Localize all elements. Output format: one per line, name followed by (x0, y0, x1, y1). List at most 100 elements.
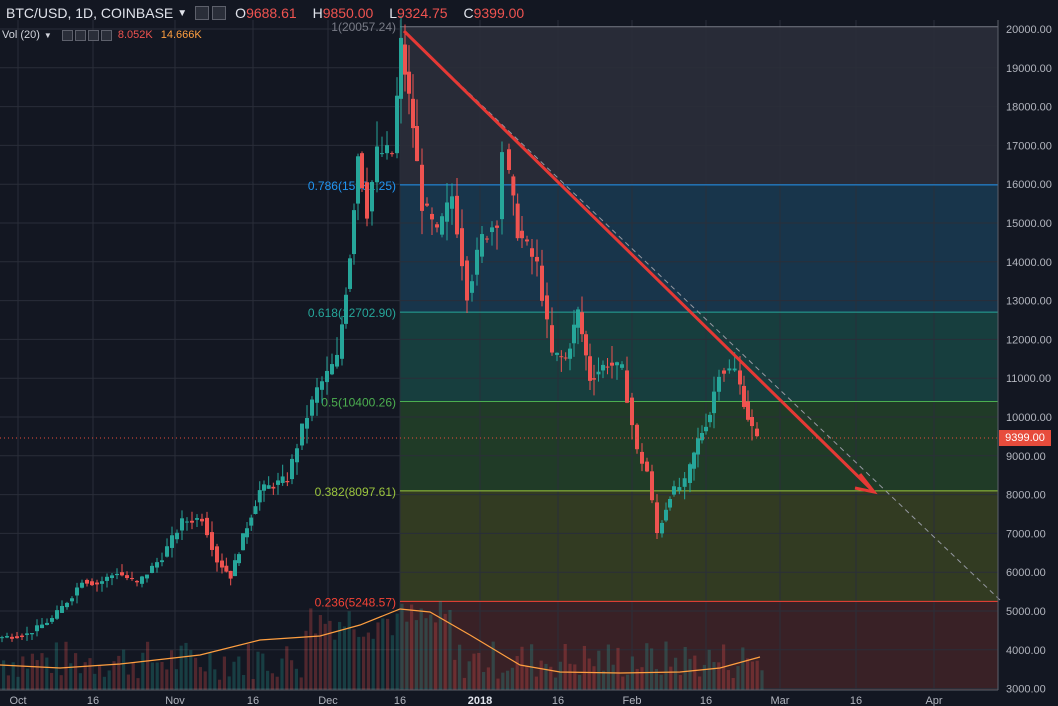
volume-gear-icon[interactable] (87, 29, 99, 41)
candle-body (640, 451, 644, 464)
volume-bar (496, 678, 500, 690)
open-label: O (235, 5, 247, 21)
fib-level-label: 0.786(15981.25) (308, 179, 396, 193)
volume-close-icon[interactable] (100, 29, 112, 41)
red-trend-arrow[interactable] (402, 29, 876, 494)
ohlc-readout: O9688.61 H9850.00 L9324.75 C9399.00 (235, 5, 536, 21)
candle-body (115, 573, 119, 576)
volume-bar (155, 662, 159, 690)
price-tick-label: 5000.00 (1006, 606, 1046, 618)
candle-body (75, 587, 79, 596)
volume-bar (371, 638, 375, 690)
volume-bar (438, 601, 442, 690)
candle-body (325, 370, 329, 383)
candle-body (605, 366, 610, 368)
volume-bar (414, 620, 418, 690)
price-tick-label: 9000.00 (1006, 451, 1046, 463)
volume-bar (472, 653, 476, 690)
price-tick-label: 18000.00 (1006, 102, 1052, 114)
volume-bar (352, 629, 356, 690)
candle-body (100, 581, 104, 584)
volume-bar (203, 671, 207, 690)
candle-body (660, 522, 664, 534)
candle-body (344, 294, 348, 324)
candle-body (30, 633, 34, 635)
hide-icon[interactable] (212, 6, 227, 20)
candle-body (490, 227, 494, 233)
settings-icon[interactable] (195, 6, 210, 20)
volume-bar (611, 664, 615, 690)
fib-zone (400, 26, 998, 185)
candle-body (110, 575, 114, 579)
volume-settings-icon[interactable] (74, 29, 86, 41)
candle-body (435, 224, 439, 228)
candle-body (746, 401, 750, 420)
volume-bar (501, 672, 505, 690)
time-tick-label: Feb (623, 695, 642, 706)
volume-bar (520, 646, 524, 690)
symbol-label[interactable]: BTC/USD, 1D, COINBASE (6, 5, 174, 21)
volume-bar (16, 676, 20, 690)
fib-level-label: 1(20057.24) (331, 20, 396, 34)
volume-bar (299, 677, 303, 690)
time-tick-label: 16 (87, 695, 99, 706)
candle-body (688, 464, 692, 483)
candle-body (555, 352, 559, 355)
volume-label[interactable]: Vol (20) (2, 29, 40, 41)
volume-bar (98, 665, 102, 690)
candle-body (668, 499, 672, 508)
candle-body (375, 146, 379, 183)
volume-bar (102, 676, 106, 690)
volume-bar (558, 661, 562, 690)
volume-bar (213, 669, 217, 690)
candle-body (5, 636, 9, 638)
volume-dropdown-icon[interactable]: ▼ (43, 30, 52, 40)
volume-bar (222, 656, 226, 690)
candle-body (200, 518, 204, 522)
dashed-trendline[interactable] (403, 30, 1001, 601)
volume-bar (491, 641, 495, 690)
volume-bar (650, 648, 654, 690)
price-tick-label: 20000.00 (1006, 24, 1052, 36)
candle-body (430, 213, 434, 220)
volume-bar (242, 674, 246, 690)
fib-level-label: 0.382(8097.61) (315, 485, 396, 499)
volume-bar (122, 649, 126, 690)
price-tick-label: 7000.00 (1006, 528, 1046, 540)
candle-body (580, 312, 584, 335)
volume-bar (246, 644, 250, 690)
volume-bar (208, 652, 212, 690)
candle-body (300, 423, 304, 446)
volume-eye-icon[interactable] (61, 29, 73, 41)
symbol-dropdown-icon[interactable]: ▼ (177, 7, 188, 19)
volume-bar (582, 645, 586, 690)
candle-body (732, 368, 737, 371)
chart-header: BTC/USD, 1D, COINBASE ▼ O9688.61 H9850.0… (0, 0, 1000, 26)
candle-body (440, 216, 444, 235)
volume-bar (597, 650, 601, 690)
volume-bar (525, 666, 529, 690)
volume-bar (314, 633, 318, 690)
volume-bar (458, 644, 462, 690)
volume-bar (750, 661, 754, 690)
volume-bar (294, 668, 298, 690)
volume-bar (107, 670, 111, 690)
candle-body (610, 362, 614, 366)
fib-zone (400, 490, 998, 602)
volume-bar (266, 670, 270, 690)
candle-body (85, 579, 89, 584)
volume-bar (88, 658, 92, 690)
volume-bar (760, 670, 764, 690)
volume-bar (256, 651, 260, 690)
volume-bar (131, 661, 135, 690)
price-tick-label: 19000.00 (1006, 63, 1052, 75)
candle-body (470, 281, 474, 293)
volume-bar (486, 667, 490, 690)
volume-bar (54, 642, 58, 690)
volume-bar (309, 608, 313, 690)
volume-bar (707, 649, 711, 690)
candle-body (507, 149, 511, 170)
close-value: 9399.00 (473, 5, 525, 21)
volume-bar (635, 668, 639, 690)
